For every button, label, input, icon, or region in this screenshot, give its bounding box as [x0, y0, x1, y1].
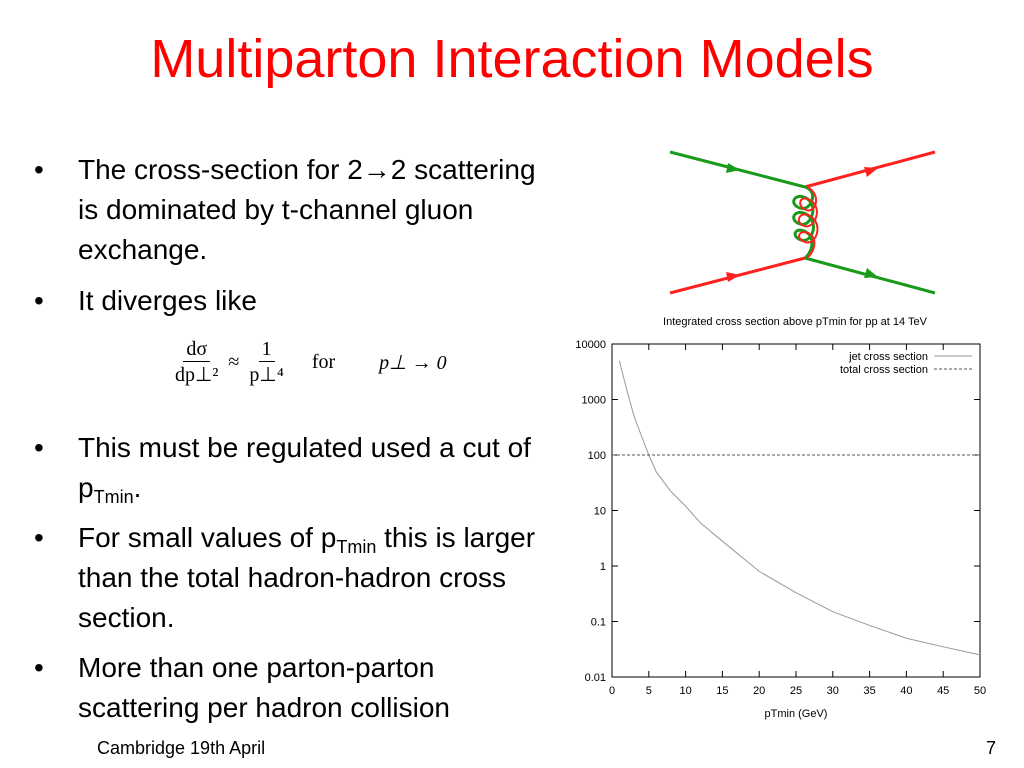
formula: dσ dp⊥² ≈ 1 p⊥⁴ for p⊥ → 0 — [175, 338, 447, 387]
y-tick-label: 10000 — [575, 339, 606, 351]
bullet: It diverges like — [34, 281, 548, 321]
relation: ≈ — [228, 351, 240, 373]
denominator: dp⊥² — [175, 364, 219, 386]
x-axis-label: pTmin (GeV) — [765, 708, 828, 720]
chart-title: Integrated cross section above pTmin for… — [663, 316, 928, 328]
formula-condition: p⊥ → 0 — [379, 352, 447, 374]
bullet: The cross-section for 2→2 scattering is … — [34, 150, 548, 270]
x-tick-label: 40 — [900, 685, 912, 697]
feynman-diagram — [669, 150, 936, 295]
y-tick-label: 1000 — [582, 395, 606, 407]
y-tick-label: 10 — [594, 506, 606, 518]
x-tick-label: 0 — [609, 685, 615, 697]
numerator: dσ — [183, 338, 211, 362]
x-tick-label: 50 — [974, 685, 986, 697]
x-tick-label: 35 — [863, 685, 875, 697]
x-tick-label: 25 — [790, 685, 802, 697]
x-tick-label: 15 — [716, 685, 728, 697]
gluon — [797, 186, 819, 259]
y-tick-label: 100 — [588, 450, 606, 462]
x-tick-label: 20 — [753, 685, 765, 697]
fraction: dσ dp⊥² — [175, 338, 218, 387]
fraction: 1 p⊥⁴ — [249, 338, 283, 387]
bullet: For small values of pTmin this is larger… — [34, 518, 548, 638]
arrow — [726, 163, 740, 173]
x-tick-label: 30 — [827, 685, 839, 697]
bullet-text: It diverges like — [78, 285, 257, 316]
slide-title: Multiparton Interaction Models — [150, 29, 874, 89]
bullet-text: For small values of p — [78, 522, 337, 553]
bullet: More than one parton-parton scattering p… — [34, 648, 548, 728]
legend-label: total cross section — [840, 364, 928, 376]
formula-word: for — [311, 351, 336, 373]
x-tick-label: 10 — [679, 685, 691, 697]
legend-label: jet cross section — [848, 351, 928, 363]
y-tick-label: 0.01 — [585, 672, 606, 684]
numerator: 1 — [258, 338, 275, 362]
footer-text: Cambridge 19th April — [97, 738, 266, 758]
x-tick-label: 5 — [646, 685, 652, 697]
bullet: This must be regulated used a cut of pTm… — [34, 428, 548, 508]
denominator: p⊥⁴ — [249, 364, 284, 386]
y-tick-label: 0.1 — [591, 617, 606, 629]
y-tick-label: 1 — [600, 561, 606, 573]
page-number: 7 — [986, 738, 997, 758]
bullet-text: This must be regulated used a cut of p — [78, 432, 531, 503]
bullet-text: . — [133, 472, 142, 503]
x-tick-label: 45 — [937, 685, 949, 697]
gluon — [792, 185, 815, 260]
subscript: Tmin — [93, 487, 134, 507]
arrow — [864, 268, 878, 278]
bullet-text: More than one parton-parton scattering p… — [78, 652, 450, 723]
arrow — [726, 272, 740, 282]
chart: Integrated cross section above pTmin for… — [575, 316, 986, 720]
plot-frame — [611, 343, 981, 678]
bullet-text: The cross-section for 2→2 scattering is … — [78, 154, 536, 265]
arrow — [864, 167, 878, 177]
subscript: Tmin — [336, 537, 377, 557]
series-line — [618, 360, 981, 656]
bullet-text: this is larger than the total hadron-had… — [78, 522, 536, 633]
